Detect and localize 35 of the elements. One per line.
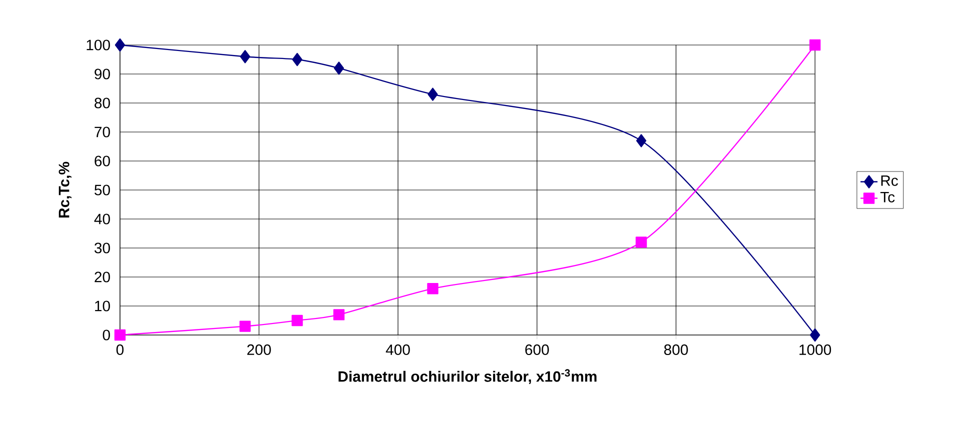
y-tick-label: 20 [94, 272, 110, 282]
x-tick-label: 200 [247, 344, 271, 356]
point [240, 50, 250, 64]
x-tick-label: 0 [116, 344, 124, 356]
y-tick-label: 40 [94, 214, 110, 224]
point [292, 52, 302, 66]
y-tick-label: 30 [94, 242, 110, 254]
point [333, 309, 345, 320]
y-tick-label: 90 [94, 68, 110, 80]
x-tick-label: 400 [386, 344, 410, 356]
point [636, 134, 646, 148]
point [292, 314, 303, 326]
legend-label: Tc [880, 192, 895, 202]
point [809, 39, 821, 51]
x-tick-label: 1000 [800, 344, 832, 356]
point [427, 283, 438, 294]
point [240, 320, 251, 332]
point [114, 38, 126, 52]
legend-label: Rc [881, 175, 898, 186]
y-tick-label: 60 [94, 156, 110, 166]
point [636, 236, 647, 248]
y-tick-label: 10 [95, 300, 110, 312]
y-tick-label: 100 [86, 40, 110, 50]
y-tick-label: 70 [94, 126, 110, 138]
y-tick-label: 0 [102, 330, 110, 340]
point [114, 329, 126, 341]
x-tick-label: 800 [664, 344, 688, 356]
point [810, 328, 820, 342]
x-tick-label: 600 [525, 344, 549, 356]
y-tick-label: 80 [94, 98, 110, 108]
x-axis-title: Diametrul ochiurilor sitelor, x10$^{-3}$mm [338, 369, 596, 384]
y-tick-label: 50 [94, 184, 110, 196]
point [428, 88, 438, 101]
point [334, 62, 344, 75]
y-axis-title: Rc,Tc,% [58, 162, 72, 218]
